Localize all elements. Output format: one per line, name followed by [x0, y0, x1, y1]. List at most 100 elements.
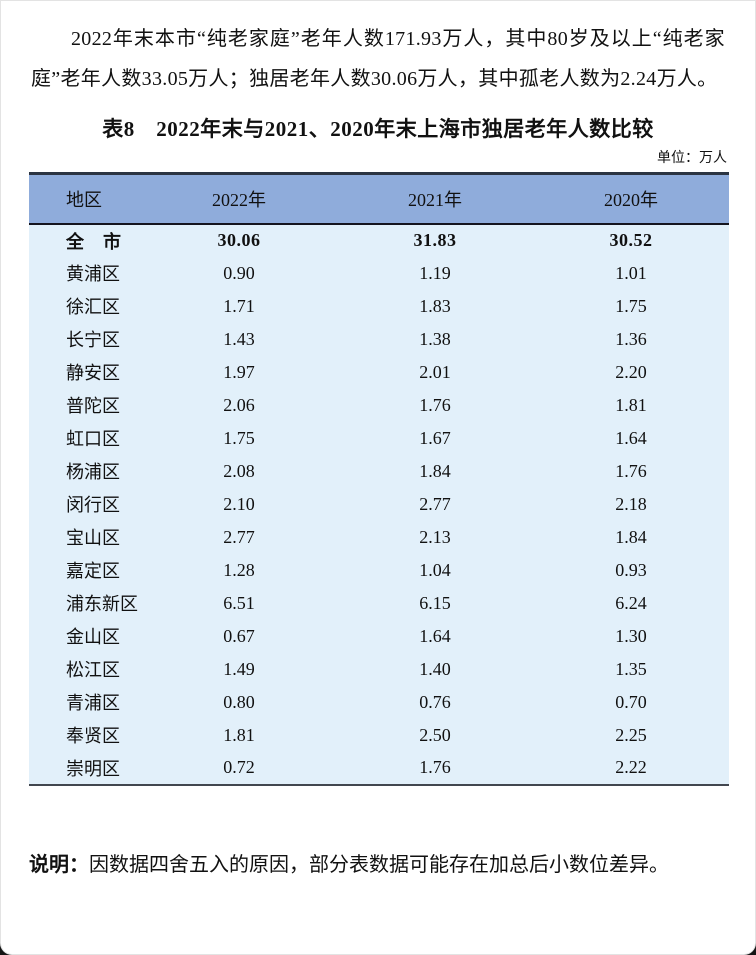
- value-cell: 0.90: [223, 262, 255, 283]
- value-cell: 2.77: [419, 493, 451, 514]
- table-row: 松江区 1.49 1.40 1.35: [29, 653, 729, 686]
- value-cell: 1.76: [615, 460, 647, 481]
- footnote-text: 因数据四舍五入的原因，部分表数据可能存在加总后小数位差异。: [89, 853, 669, 876]
- header-year-2020: 2020年: [604, 189, 658, 210]
- value-cell: 1.43: [223, 328, 255, 349]
- value-cell: 31.83: [413, 230, 457, 250]
- header-region: 地区: [66, 189, 102, 210]
- value-cell: 2.10: [223, 493, 255, 514]
- value-cell: 0.80: [223, 691, 255, 712]
- intro-paragraph: 2022年末本市“纯老家庭”老年人数171.93万人，其中80岁及以上“纯老家庭…: [31, 28, 725, 90]
- region-cell: 静安区: [66, 363, 120, 383]
- region-cell: 松江区: [66, 660, 120, 680]
- comparison-table: 地区 2022年 2021年 2020年 全 市 30.06 31.83 30.52 黄…: [29, 172, 729, 786]
- value-cell: 1.28: [223, 559, 255, 580]
- value-cell: 1.49: [223, 658, 255, 679]
- value-cell: 1.84: [419, 460, 451, 481]
- value-cell: 2.13: [419, 526, 451, 547]
- value-cell: 1.01: [615, 262, 647, 283]
- value-cell: 1.67: [419, 427, 451, 448]
- table-row: 徐汇区 1.71 1.83 1.75: [29, 290, 729, 323]
- footnote-label: 说明：: [29, 853, 89, 876]
- region-cell: 宝山区: [66, 528, 120, 548]
- table-row: 青浦区 0.80 0.76 0.70: [29, 686, 729, 719]
- region-cell: 崇明区: [66, 758, 120, 779]
- table-row: 金山区 0.67 1.64 1.30: [29, 620, 729, 653]
- value-cell: 1.83: [419, 295, 451, 316]
- value-cell: 1.76: [419, 394, 451, 415]
- table-row: 长宁区 1.43 1.38 1.36: [29, 323, 729, 356]
- value-cell: 1.38: [419, 328, 451, 349]
- region-cell: 徐汇区: [66, 297, 120, 317]
- value-cell: 2.01: [419, 361, 451, 382]
- table-row: 杨浦区 2.08 1.84 1.76: [29, 455, 729, 488]
- table-row: 普陀区 2.06 1.76 1.81: [29, 389, 729, 422]
- value-cell: 2.20: [615, 361, 647, 382]
- header-row: 地区 2022年 2021年 2020年: [29, 173, 729, 224]
- value-cell: 0.70: [615, 691, 647, 712]
- table-body: 全 市 30.06 31.83 30.52 黄浦区 0.90 1.19 1.01 徐汇区 1.71…: [29, 223, 729, 785]
- value-cell: 6.51: [223, 592, 255, 613]
- value-cell: 1.76: [419, 757, 451, 777]
- region-cell: 金山区: [66, 627, 120, 647]
- value-cell: 2.50: [419, 724, 451, 745]
- table-row: 静安区 1.97 2.01 2.20: [29, 356, 729, 389]
- value-cell: 2.08: [223, 460, 255, 481]
- value-cell: 1.75: [223, 427, 255, 448]
- value-cell: 1.04: [419, 559, 451, 580]
- value-cell: 1.30: [615, 625, 647, 646]
- region-cell: 虹口区: [66, 429, 120, 449]
- value-cell: 0.93: [615, 559, 647, 580]
- region-cell: 青浦区: [66, 693, 120, 713]
- table-row-total: 全 市 30.06 31.83 30.52: [29, 224, 729, 257]
- value-cell: 2.06: [223, 394, 255, 415]
- table-row: 闵行区 2.10 2.77 2.18: [29, 488, 729, 521]
- value-cell: 2.25: [615, 724, 647, 745]
- value-cell: 1.64: [419, 625, 451, 646]
- value-cell: 1.81: [223, 724, 255, 745]
- value-cell: 1.84: [615, 526, 647, 547]
- table-row: 嘉定区 1.28 1.04 0.93: [29, 554, 729, 587]
- region-cell: 闵行区: [66, 495, 120, 515]
- value-cell: 6.15: [419, 592, 451, 613]
- value-cell: 1.81: [615, 394, 647, 415]
- region-cell: 嘉定区: [66, 561, 120, 581]
- table-header: 地区 2022年 2021年 2020年: [29, 173, 729, 224]
- table-row: 浦东新区 6.51 6.15 6.24: [29, 587, 729, 620]
- region-cell: 奉贤区: [66, 726, 120, 746]
- value-cell: 1.19: [419, 262, 451, 283]
- value-cell: 30.52: [609, 230, 653, 250]
- region-cell: 杨浦区: [66, 462, 120, 482]
- header-year-2021: 2021年: [408, 189, 462, 210]
- region-cell: 黄浦区: [66, 264, 120, 284]
- table-row: 黄浦区 0.90 1.19 1.01: [29, 257, 729, 290]
- value-cell: 0.76: [419, 691, 451, 712]
- value-cell: 2.18: [615, 493, 647, 514]
- table-title: 表8 2022年末与2021、2020年末上海市独居老年人数比较: [102, 117, 654, 141]
- value-cell: 0.67: [223, 625, 255, 646]
- unit-note: 单位：万人: [657, 151, 727, 166]
- value-cell: 1.36: [615, 328, 647, 349]
- header-year-2022: 2022年: [212, 189, 266, 210]
- value-cell: 1.64: [615, 427, 647, 448]
- value-cell: 2.77: [223, 526, 255, 547]
- value-cell: 30.06: [217, 230, 261, 250]
- value-cell: 1.35: [615, 658, 647, 679]
- value-cell: 1.97: [223, 361, 255, 382]
- table-row: 崇明区 0.72 1.76 2.22: [29, 752, 729, 785]
- footnote: 说明：因数据四舍五入的原因，部分表数据可能存在加总后小数位差异。: [29, 850, 727, 880]
- value-cell: 1.71: [223, 295, 255, 316]
- value-cell: 0.72: [223, 757, 255, 777]
- table-row: 奉贤区 1.81 2.50 2.25: [29, 719, 729, 752]
- region-cell: 长宁区: [66, 330, 120, 350]
- region-cell: 普陀区: [66, 396, 120, 416]
- value-cell: 1.75: [615, 295, 647, 316]
- region-cell: 浦东新区: [66, 594, 138, 614]
- value-cell: 2.22: [615, 757, 647, 777]
- table-row: 宝山区 2.77 2.13 1.84: [29, 521, 729, 554]
- value-cell: 6.24: [615, 592, 647, 613]
- value-cell: 1.40: [419, 658, 451, 679]
- table-row: 虹口区 1.75 1.67 1.64: [29, 422, 729, 455]
- region-cell: 全 市: [66, 231, 122, 252]
